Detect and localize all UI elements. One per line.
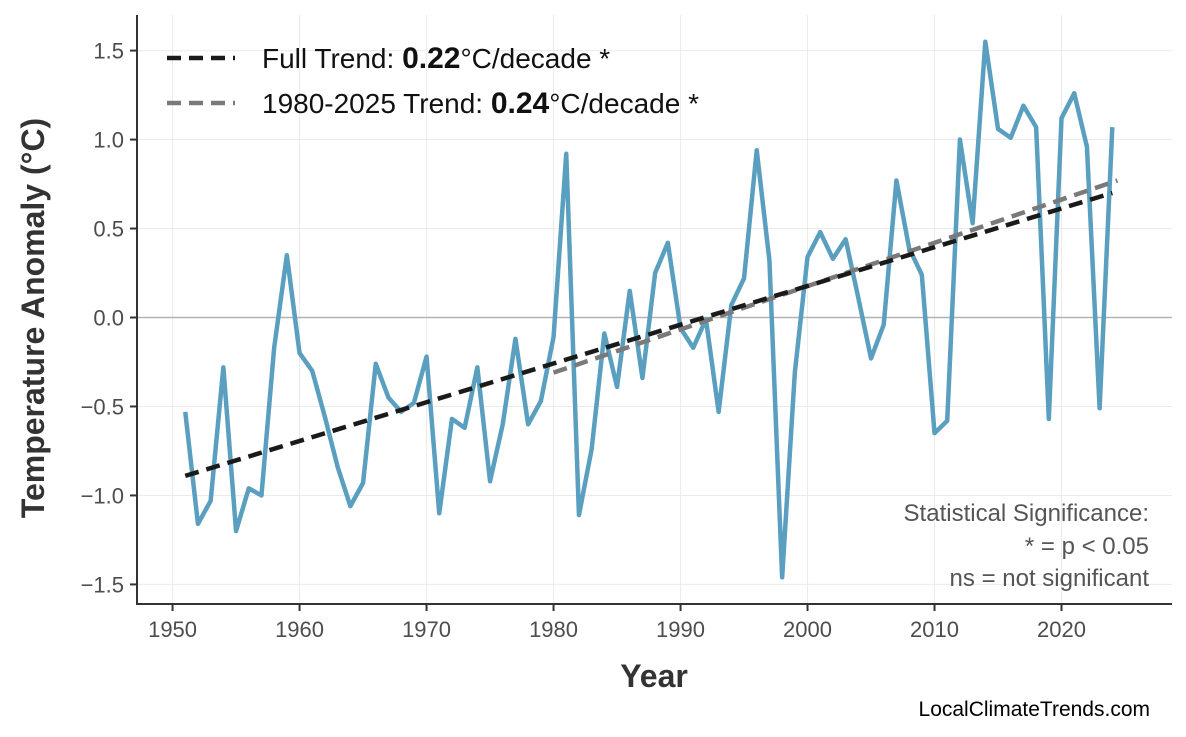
x-tick-label: 1980	[529, 617, 578, 642]
y-tick-label: 0.5	[93, 217, 124, 242]
x-tick-label: 2000	[783, 617, 832, 642]
significance-note: Statistical Significance: * = p < 0.05 n…	[904, 500, 1150, 592]
y-tick-label: −0.5	[81, 394, 124, 419]
x-ticks: 1950 1960 1970 1980 1990 2000 2010 2020	[148, 604, 1086, 642]
x-tick-label: 1990	[656, 617, 705, 642]
x-tick-label: 1950	[148, 617, 197, 642]
x-tick-label: 1970	[402, 617, 451, 642]
x-tick-label: 1960	[275, 617, 324, 642]
note-line-3: ns = not significant	[950, 565, 1150, 592]
series-line	[183, 39, 1115, 580]
credit-text: LocalClimateTrends.com	[919, 698, 1150, 721]
y-tick-label: −1.5	[81, 572, 124, 597]
x-tick-label: 2020	[1037, 617, 1086, 642]
legend-label-full-trend: Full Trend: 0.22°C/decade *	[262, 42, 610, 75]
x-tick-label: 2010	[910, 617, 959, 642]
trend-lines-overlay	[184, 178, 1119, 479]
y-tick-label: −1.0	[81, 483, 124, 508]
y-axis-title: Temperature Anomaly (°C)	[15, 118, 51, 518]
trend-line-full	[184, 190, 1113, 479]
y-tick-label: 1.0	[93, 128, 124, 153]
trend-line-1980-2025	[552, 178, 1119, 375]
legend: Full Trend: 0.22°C/decade * 1980-2025 Tr…	[167, 42, 699, 120]
note-line-1: Statistical Significance:	[904, 500, 1149, 527]
legend-label-1980-trend: 1980-2025 Trend: 0.24°C/decade *	[262, 87, 699, 120]
y-tick-label: 1.5	[93, 39, 124, 64]
note-line-2: * = p < 0.05	[1025, 533, 1149, 560]
x-axis-title: Year	[620, 658, 688, 694]
y-ticks: −1.5 −1.0 −0.5 0.0 0.5 1.0 1.5	[81, 39, 137, 597]
y-tick-label: 0.0	[93, 306, 124, 331]
